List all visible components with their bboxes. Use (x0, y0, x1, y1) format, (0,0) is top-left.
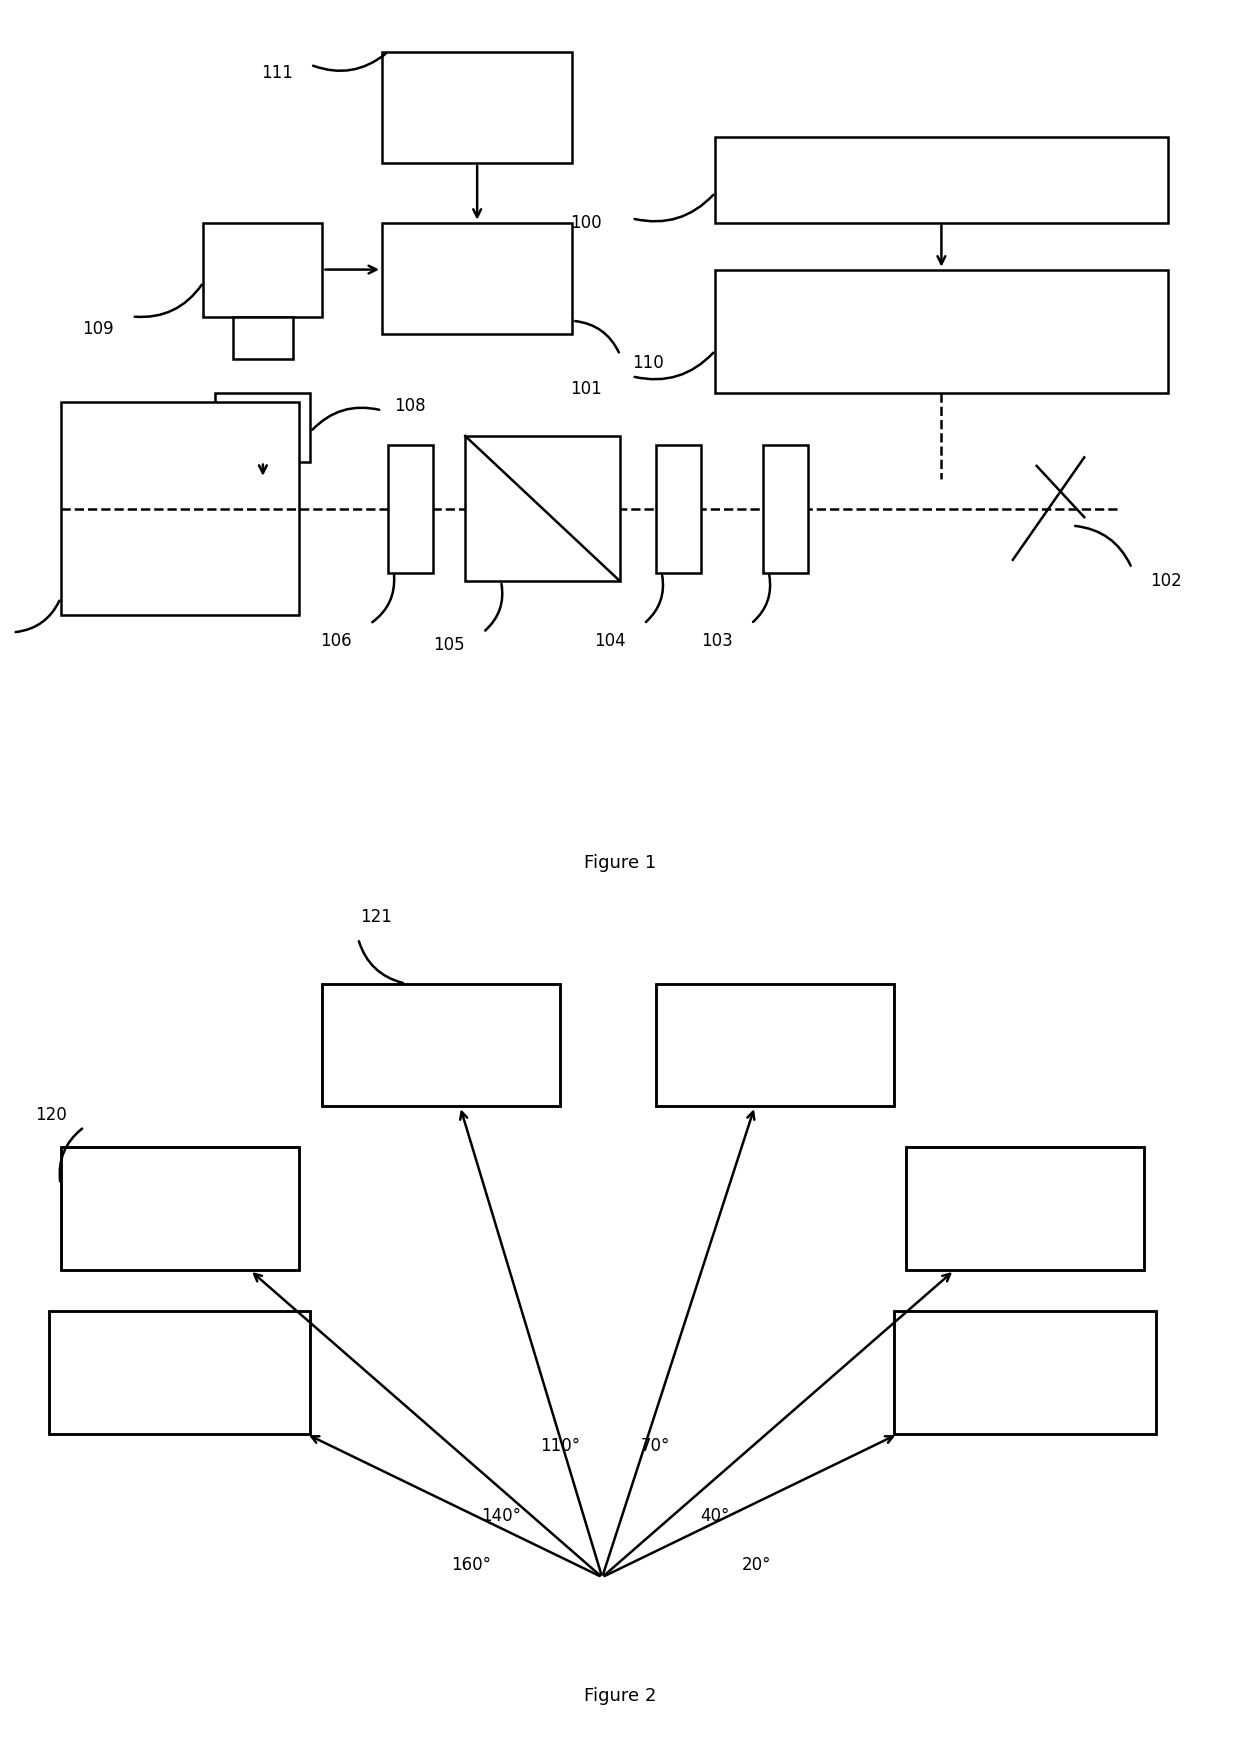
Bar (715, 138, 1168, 223)
Text: 120: 120 (35, 1106, 67, 1124)
Bar (656, 984, 894, 1106)
Bar (656, 444, 701, 573)
Bar (763, 444, 808, 573)
Text: 100: 100 (570, 214, 603, 232)
Bar (894, 1312, 1156, 1434)
Text: 140°: 140° (481, 1507, 521, 1524)
Bar (233, 317, 293, 359)
Text: 20°: 20° (743, 1556, 771, 1575)
Text: 106: 106 (320, 632, 352, 650)
Bar (905, 1148, 1143, 1270)
Text: 101: 101 (570, 380, 603, 399)
Text: Figure 2: Figure 2 (584, 1686, 656, 1705)
Bar (322, 984, 560, 1106)
Bar (216, 394, 310, 462)
Text: 40°: 40° (701, 1507, 730, 1524)
Bar (465, 436, 620, 582)
Bar (61, 402, 299, 615)
Text: 111: 111 (260, 64, 293, 82)
Bar (388, 444, 433, 573)
Text: Figure 1: Figure 1 (584, 854, 656, 871)
Bar (894, 1312, 1156, 1434)
Bar (61, 1148, 299, 1270)
Text: 110: 110 (632, 354, 663, 373)
Bar (382, 223, 573, 334)
Text: 103: 103 (702, 632, 733, 650)
Text: 70°: 70° (641, 1437, 671, 1455)
Text: 121: 121 (360, 908, 392, 927)
Bar (61, 1148, 299, 1270)
Text: 108: 108 (394, 397, 425, 415)
Text: 160°: 160° (451, 1556, 491, 1575)
Bar (48, 1312, 310, 1434)
Text: 109: 109 (82, 321, 114, 338)
Bar (656, 984, 894, 1106)
Bar (48, 1312, 310, 1434)
Text: 105: 105 (434, 636, 465, 655)
Bar (905, 1148, 1143, 1270)
Text: 110°: 110° (541, 1437, 580, 1455)
Bar (203, 223, 322, 317)
Bar (382, 52, 573, 164)
Text: 104: 104 (594, 632, 626, 650)
Text: 102: 102 (1149, 571, 1182, 591)
Bar (322, 984, 560, 1106)
Bar (715, 270, 1168, 394)
